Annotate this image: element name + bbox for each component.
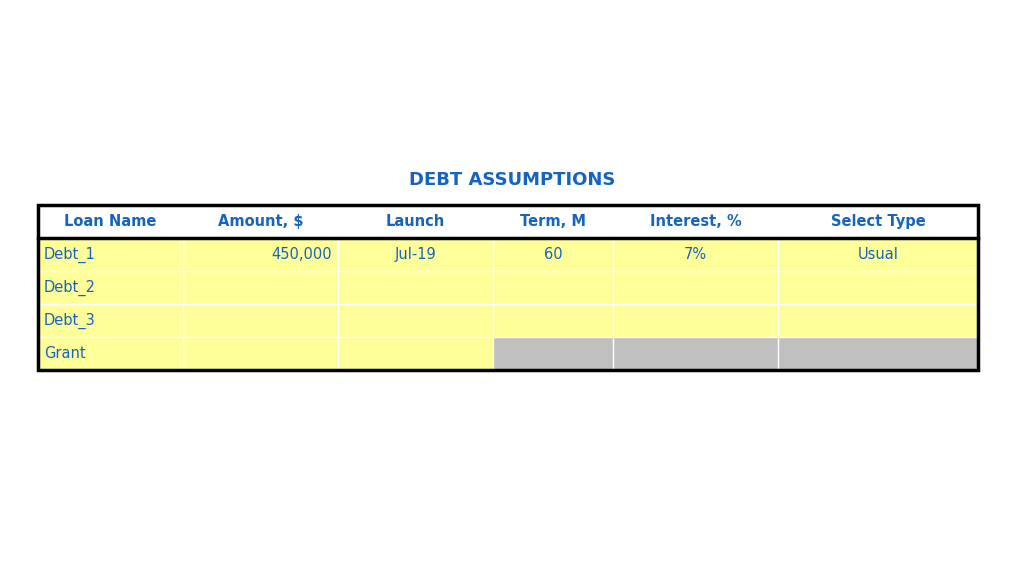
Text: Launch: Launch xyxy=(386,214,445,229)
Text: Select Type: Select Type xyxy=(830,214,926,229)
Text: Term, M: Term, M xyxy=(520,214,586,229)
Bar xyxy=(183,205,338,238)
Text: Interest, %: Interest, % xyxy=(649,214,741,229)
Bar xyxy=(38,205,183,238)
Bar xyxy=(493,205,613,238)
Bar xyxy=(493,238,613,271)
Bar xyxy=(338,271,493,304)
Text: Debt_1: Debt_1 xyxy=(44,246,96,263)
Bar xyxy=(38,238,183,271)
Bar xyxy=(778,271,978,304)
Bar xyxy=(183,337,338,370)
Bar xyxy=(778,304,978,337)
Text: 450,000: 450,000 xyxy=(271,247,332,262)
Bar xyxy=(778,205,978,238)
Text: Jul-19: Jul-19 xyxy=(394,247,436,262)
Text: Debt_2: Debt_2 xyxy=(44,279,96,295)
Bar xyxy=(338,238,493,271)
Bar xyxy=(38,304,183,337)
Bar xyxy=(778,238,978,271)
Text: Grant: Grant xyxy=(44,346,86,361)
Text: 7%: 7% xyxy=(684,247,707,262)
Text: Debt_3: Debt_3 xyxy=(44,312,96,329)
Bar xyxy=(338,337,493,370)
Text: DEBT ASSUMPTIONS: DEBT ASSUMPTIONS xyxy=(409,171,615,189)
Text: 60: 60 xyxy=(544,247,562,262)
Bar xyxy=(493,304,613,337)
Bar xyxy=(613,337,778,370)
Bar xyxy=(38,205,978,370)
Bar xyxy=(183,304,338,337)
Bar xyxy=(613,205,778,238)
Bar xyxy=(38,337,183,370)
Bar xyxy=(338,304,493,337)
Bar xyxy=(338,205,493,238)
Bar xyxy=(613,238,778,271)
Bar xyxy=(38,271,183,304)
Bar xyxy=(493,271,613,304)
Text: Usual: Usual xyxy=(857,247,898,262)
Bar xyxy=(778,337,978,370)
Bar xyxy=(183,238,338,271)
Text: Loan Name: Loan Name xyxy=(65,214,157,229)
Bar xyxy=(183,271,338,304)
Text: Amount, $: Amount, $ xyxy=(218,214,303,229)
Bar xyxy=(613,271,778,304)
Bar xyxy=(613,304,778,337)
Bar xyxy=(493,337,613,370)
